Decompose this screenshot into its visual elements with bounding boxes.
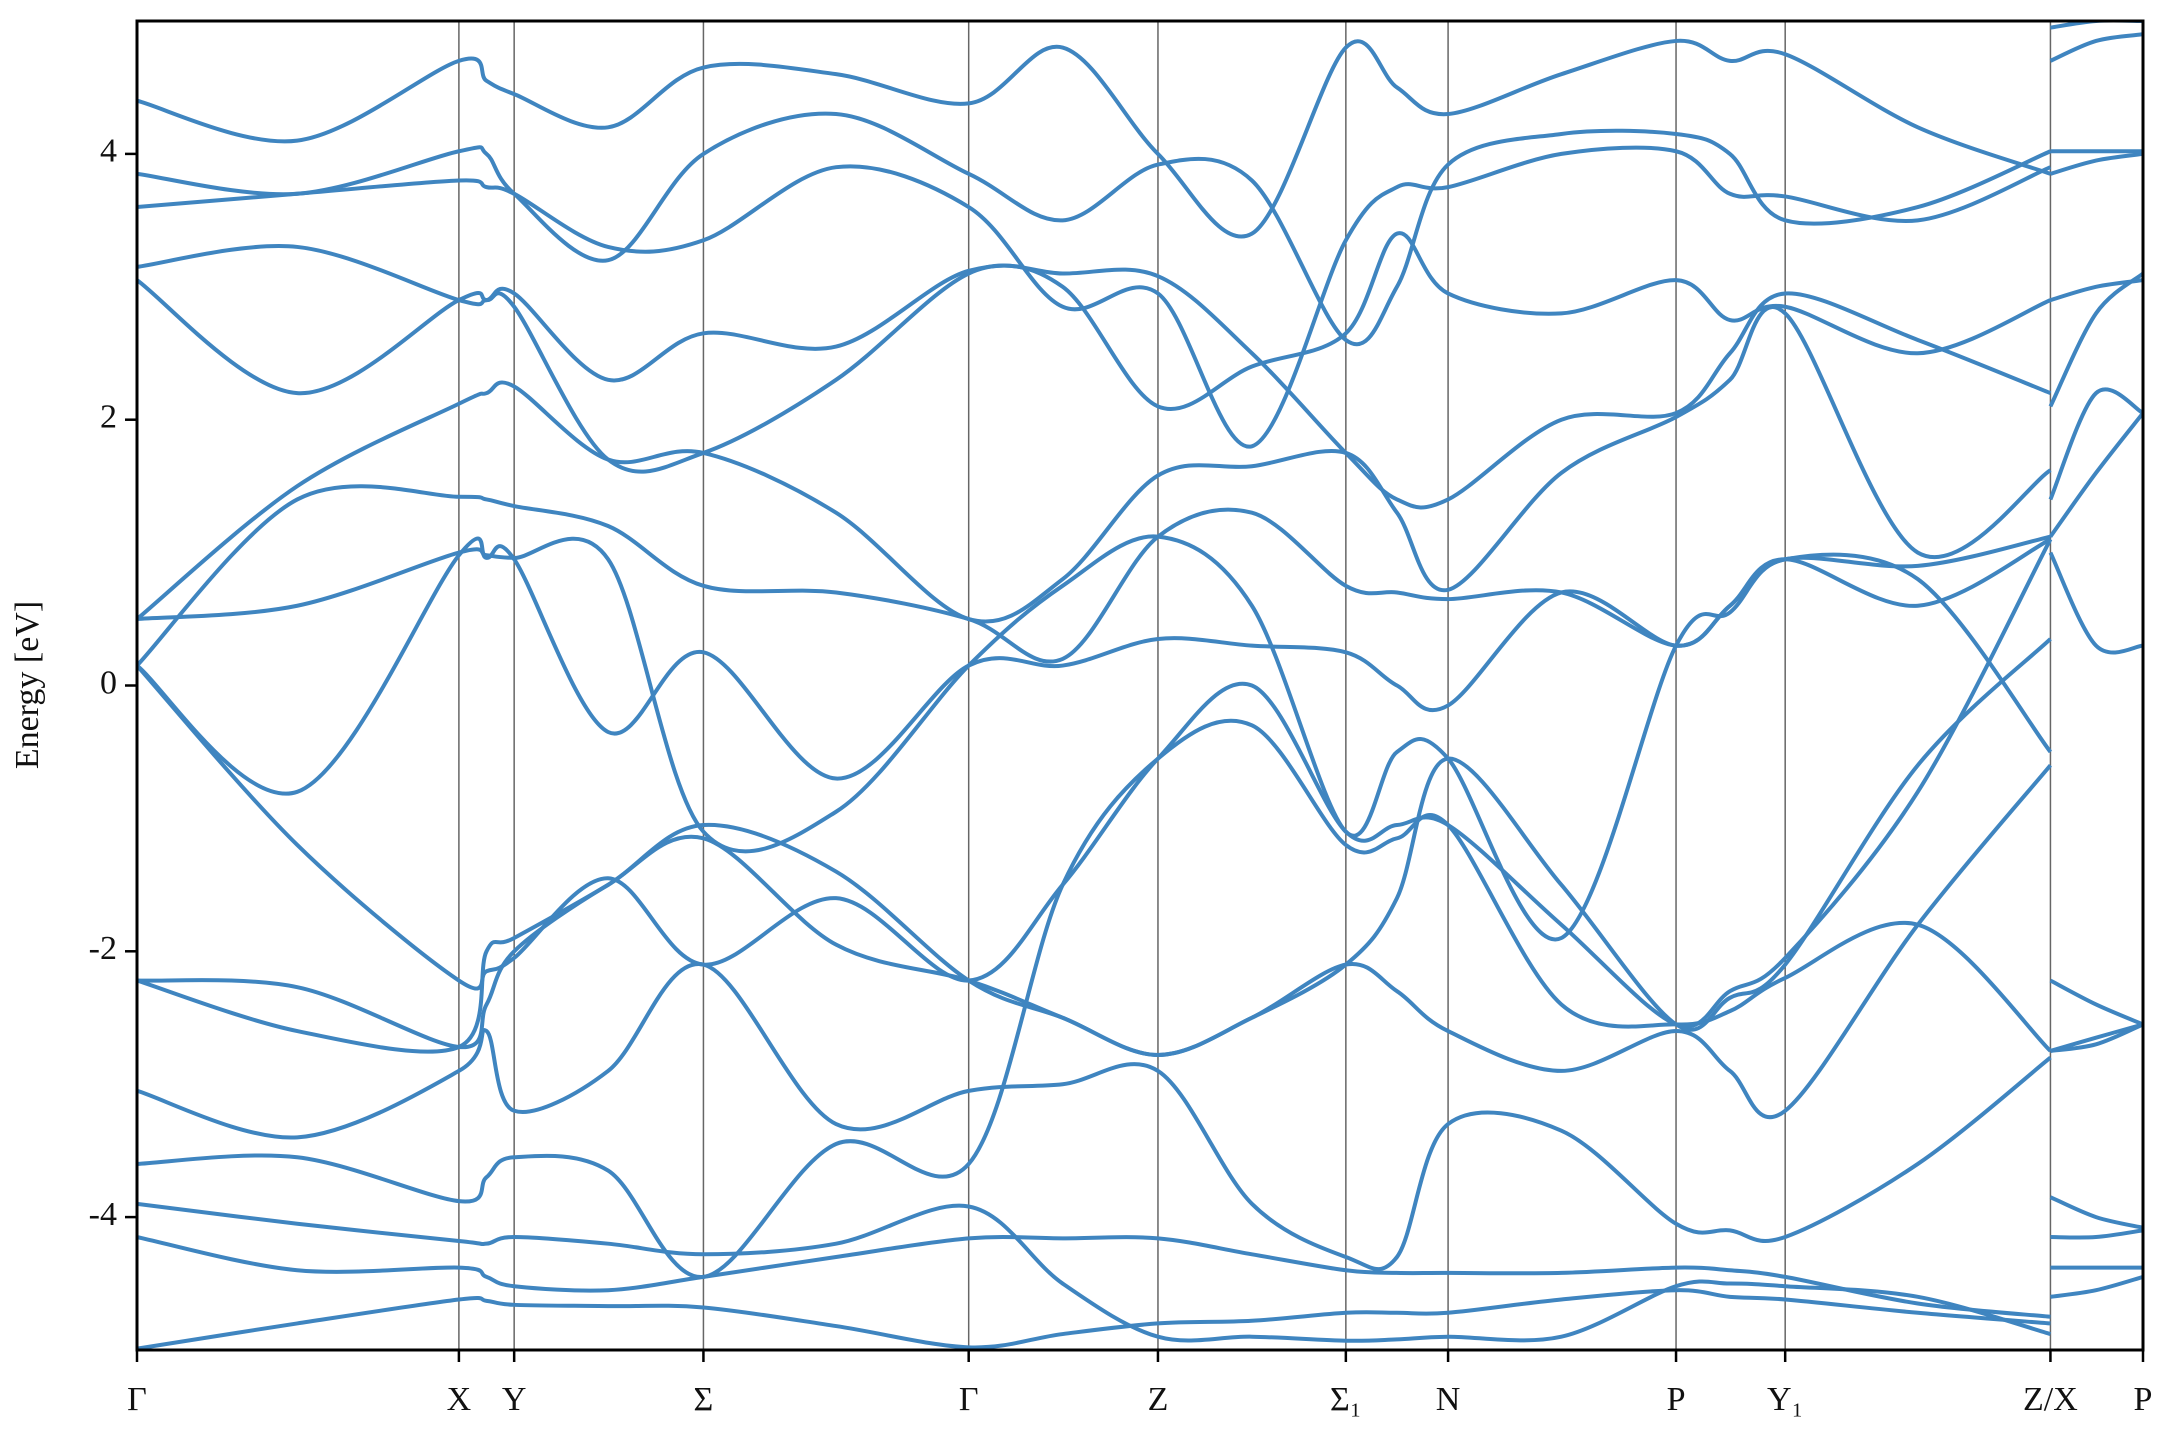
x-tick-label: N [1436, 1381, 1461, 1418]
band-line [137, 278, 2143, 624]
x-tick-label: X [447, 1381, 472, 1418]
band-line [137, 149, 2143, 411]
x-tick-label: Γ [959, 1381, 979, 1418]
band-line [137, 962, 2143, 1272]
y-tick-label: 2 [100, 398, 117, 435]
band-line [137, 1234, 2143, 1319]
band-line [137, 718, 2143, 1279]
x-tick-label: Y₁ [1767, 1381, 1803, 1418]
x-tick-label: Σ₁ [1330, 1381, 1362, 1418]
band-line [137, 411, 2143, 796]
x-tick-label: Z/X [2023, 1381, 2078, 1418]
y-axis-label: Energy [eV] [9, 601, 46, 769]
x-tick-label: Σ [694, 1381, 714, 1418]
y-tick-label: 0 [100, 664, 117, 701]
band-line [137, 32, 2143, 449]
y-tick-label: -4 [89, 1196, 117, 1233]
x-tick-label: Γ [127, 1381, 147, 1418]
x-tick-label: Y [502, 1381, 527, 1418]
x-tick-label: Z [1148, 1381, 1169, 1418]
band-line [137, 21, 2143, 347]
x-tick-label: P [1667, 1381, 1686, 1418]
x-tick-label: P [2134, 1381, 2153, 1418]
band-line [137, 637, 2143, 1057]
band-line [137, 38, 2052, 239]
ticks: Γ X Y Σ Γ Z Σ₁ N P Y₁ Z/X P -4 -2 0 2 4 [89, 133, 2153, 1418]
y-tick-label: 4 [100, 133, 117, 170]
y-tick-label: -2 [89, 930, 117, 967]
band-line [137, 538, 2143, 1029]
bands [137, 21, 2143, 1350]
band-line [137, 1201, 2143, 1343]
band-line [137, 387, 2143, 942]
